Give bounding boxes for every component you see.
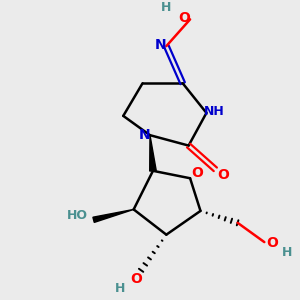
Text: H: H [161, 1, 172, 14]
Polygon shape [93, 209, 134, 222]
Text: N: N [154, 38, 166, 52]
Text: NH: NH [203, 105, 224, 118]
Text: H: H [115, 282, 125, 295]
Text: O: O [218, 168, 230, 182]
Text: O: O [266, 236, 278, 250]
Text: N: N [139, 128, 151, 142]
Polygon shape [150, 135, 156, 171]
Text: O: O [192, 166, 203, 180]
Text: H: H [282, 246, 292, 259]
Text: O: O [178, 11, 190, 25]
Text: HO: HO [67, 209, 88, 222]
Text: O: O [131, 272, 142, 286]
